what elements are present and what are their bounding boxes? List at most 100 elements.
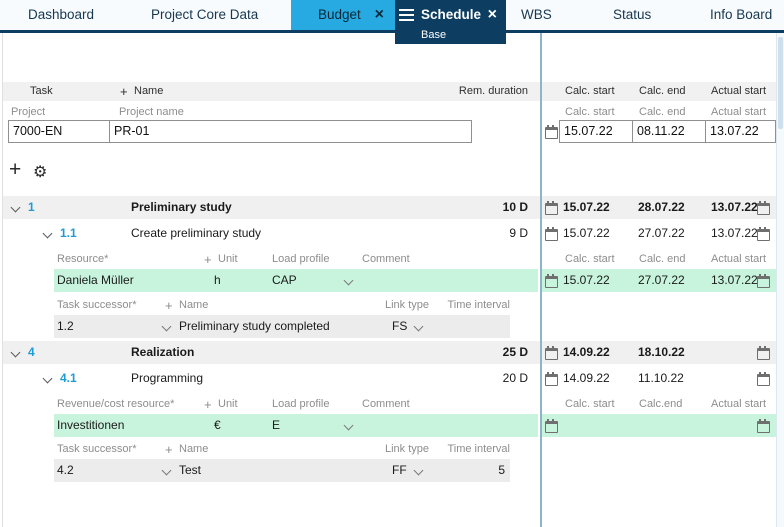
task-actual-start[interactable]: 13.07.22 (711, 226, 758, 240)
plus-icon[interactable]: + (204, 397, 212, 412)
calendar-icon[interactable] (757, 346, 770, 360)
successor-name[interactable]: Preliminary study completed (179, 319, 330, 333)
close-icon[interactable]: × (374, 6, 384, 23)
resource-name[interactable]: Investitionen (57, 418, 125, 432)
calendar-icon[interactable] (545, 419, 558, 433)
task-row[interactable]: 4.1 Programming 20 D 14.09.22 11.10.22 (0, 367, 784, 390)
tab-dashboard[interactable]: Dashboard (28, 7, 95, 22)
resource-calc-end[interactable]: 27.07.22 (638, 273, 685, 287)
successor-row[interactable]: 1.2 Preliminary study completed FS (0, 315, 784, 338)
successor-row[interactable]: 4.2 Test FF 5 (0, 459, 784, 482)
resource-row[interactable]: Investitionen € E (0, 414, 784, 437)
project-row: 7000-EN PR-01 15.07.22 08.11.22 13.07.22 (0, 120, 784, 144)
task-duration[interactable]: 9 D (509, 226, 528, 240)
link-type-value[interactable]: FF (392, 463, 407, 477)
task-calc-end[interactable]: 18.10.22 (638, 345, 685, 359)
calendar-icon[interactable] (545, 274, 558, 288)
tab-info-board[interactable]: Info Board (710, 7, 773, 22)
calc-end-col: Calc.end (639, 398, 683, 410)
calendar-icon[interactable] (545, 372, 558, 386)
name-col: Name (179, 299, 209, 311)
comment-col: Comment (362, 253, 410, 265)
actual-start-col: Actual start (711, 253, 767, 265)
plus-icon[interactable]: + (120, 84, 128, 99)
successor-id[interactable]: 1.2 (57, 319, 74, 333)
project-name-label: Project name (119, 106, 184, 118)
resource-row[interactable]: Daniela Müller h CAP 15.07.22 27.07.22 1… (0, 269, 784, 292)
tab-wbs[interactable]: WBS (521, 7, 552, 22)
task-id[interactable]: 4.1 (60, 371, 77, 385)
load-profile-value[interactable]: E (272, 418, 281, 432)
panel-splitter[interactable] (540, 33, 542, 527)
task-calc-start[interactable]: 14.09.22 (563, 345, 610, 359)
hamburger-icon[interactable] (399, 9, 414, 11)
resource-calc-start[interactable]: 15.07.22 (563, 273, 610, 287)
calendar-icon[interactable] (545, 201, 558, 215)
tab-schedule[interactable]: Schedule × Base (395, 0, 506, 44)
calendar-icon[interactable] (545, 346, 558, 360)
task-successor-col: Task successor* (57, 443, 137, 455)
calc-end-label: Calc. end (639, 106, 686, 118)
task-row[interactable]: 1 Preliminary study 10 D 15.07.22 28.07.… (0, 196, 784, 219)
tab-budget[interactable]: Budget × (291, 0, 396, 30)
resource-name[interactable]: Daniela Müller (57, 273, 134, 287)
scrollbar-thumb[interactable] (778, 37, 783, 129)
time-interval-value[interactable]: 5 (498, 463, 505, 477)
resource-unit[interactable]: € (214, 418, 221, 432)
calendar-icon[interactable] (757, 274, 770, 288)
load-profile-value[interactable]: CAP (272, 273, 297, 287)
plus-icon[interactable]: + (204, 252, 212, 267)
resource-col: Resource* (57, 253, 109, 265)
calc-end-field[interactable]: 08.11.22 (632, 120, 706, 143)
task-name[interactable]: Realization (131, 345, 195, 359)
tab-status[interactable]: Status (613, 7, 652, 22)
calendar-icon[interactable] (545, 125, 558, 139)
col-rem-duration: Rem. duration (458, 85, 528, 97)
task-calc-start[interactable]: 14.09.22 (563, 371, 610, 385)
task-calc-end[interactable]: 11.10.22 (638, 371, 684, 385)
task-id[interactable]: 1 (28, 200, 35, 214)
task-name[interactable]: Create preliminary study (131, 226, 262, 240)
calc-start-label: Calc. start (565, 106, 615, 118)
plus-icon[interactable]: + (9, 158, 22, 181)
plus-icon[interactable]: + (165, 298, 173, 313)
task-row[interactable]: 1.1 Create preliminary study 9 D 15.07.2… (0, 222, 784, 245)
task-calc-end[interactable]: 28.07.22 (638, 200, 685, 214)
plus-icon[interactable]: + (165, 442, 173, 457)
project-id-field[interactable]: 7000-EN (8, 120, 110, 143)
successor-header-row: Task successor* + Name Link type Time in… (0, 440, 784, 458)
task-name[interactable]: Programming (131, 371, 204, 385)
calc-start-field[interactable]: 15.07.22 (559, 120, 633, 143)
task-calc-start[interactable]: 15.07.22 (563, 200, 610, 214)
successor-name[interactable]: Test (179, 463, 202, 477)
calendar-icon[interactable] (757, 227, 770, 241)
calendar-icon[interactable] (757, 372, 770, 386)
task-actual-start[interactable]: 13.07.22 (711, 200, 758, 214)
chevron-down-icon[interactable] (42, 373, 53, 384)
tab-project-core-data[interactable]: Project Core Data (151, 7, 259, 22)
project-name-field[interactable]: PR-01 (109, 120, 472, 143)
resource-actual-start[interactable]: 13.07.22 (711, 273, 758, 287)
task-duration[interactable]: 10 D (502, 200, 528, 214)
task-row[interactable]: 4 Realization 25 D 14.09.22 18.10.22 (0, 341, 784, 364)
successor-id[interactable]: 4.2 (57, 463, 74, 477)
link-type-value[interactable]: FS (392, 319, 408, 333)
task-name[interactable]: Preliminary study (131, 200, 232, 214)
col-actual-start: Actual start (711, 85, 767, 97)
actual-start-field[interactable]: 13.07.22 (705, 120, 776, 143)
calendar-icon[interactable] (545, 227, 558, 241)
chevron-down-icon[interactable] (42, 228, 53, 239)
resource-unit[interactable]: h (214, 273, 221, 287)
task-id[interactable]: 4 (28, 345, 35, 359)
task-calc-start[interactable]: 15.07.22 (563, 226, 610, 240)
task-calc-end[interactable]: 27.07.22 (638, 226, 685, 240)
task-id[interactable]: 1.1 (60, 226, 77, 240)
gear-icon[interactable]: ⚙ (33, 164, 48, 181)
row-band (542, 269, 776, 292)
close-icon[interactable]: × (487, 6, 497, 23)
calendar-icon[interactable] (757, 201, 770, 215)
task-duration[interactable]: 25 D (502, 345, 528, 359)
task-duration[interactable]: 20 D (502, 371, 528, 385)
time-interval-value[interactable] (455, 315, 505, 338)
calendar-icon[interactable] (757, 419, 770, 433)
